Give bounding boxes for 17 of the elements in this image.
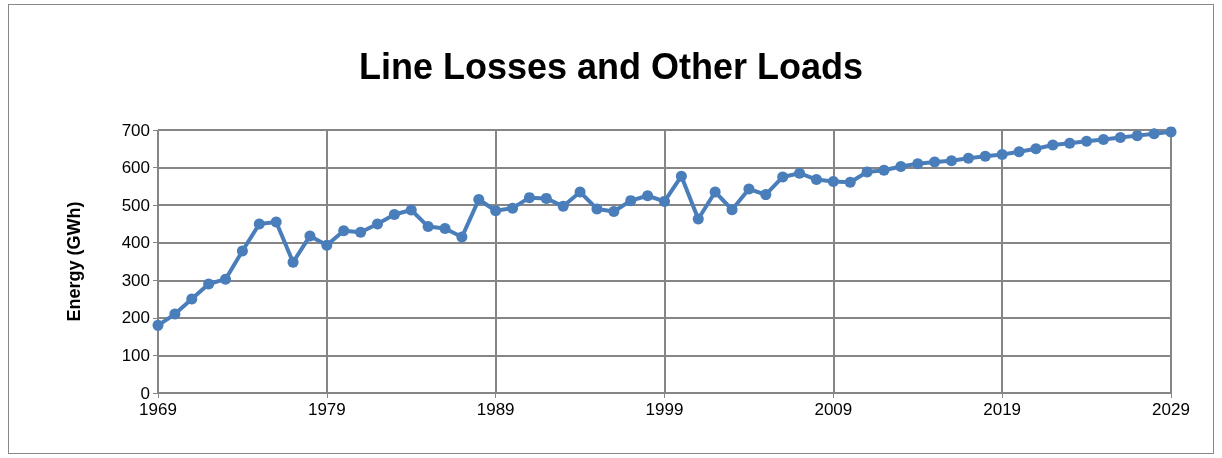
y-tick-label: 500 [121, 195, 150, 215]
chart-title: Line Losses and Other Loads [358, 45, 864, 87]
x-tick-label: 1969 [139, 400, 177, 419]
y-tick-label: 100 [121, 345, 150, 365]
y-axis-title: Energy (GWh) [64, 201, 84, 322]
y-tick-label: 700 [121, 120, 150, 140]
y-tick-label: 300 [121, 270, 150, 290]
y-tick-label: 0 [140, 383, 150, 403]
x-tick-label: 2009 [814, 400, 853, 419]
x-tick-label: 1989 [476, 400, 515, 419]
y-tick-label: 600 [121, 158, 150, 178]
x-tick-label: 2029 [1152, 400, 1190, 419]
y-tick-label: 200 [121, 308, 150, 328]
x-tick-label: 1979 [307, 400, 346, 419]
y-tick-label: 400 [121, 233, 150, 253]
x-tick-label: 1999 [645, 400, 684, 419]
x-tick-label: 2019 [983, 400, 1022, 419]
